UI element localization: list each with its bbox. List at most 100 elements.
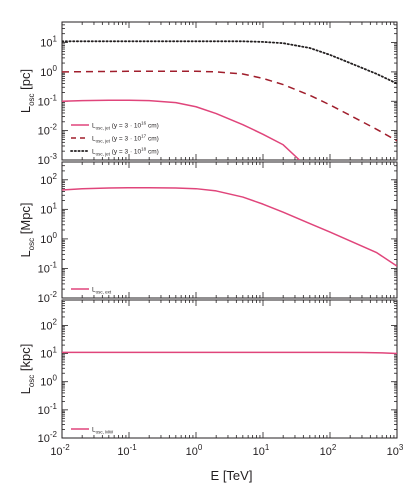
series-line-dotted bbox=[62, 40, 397, 85]
y-tick-base: 10 bbox=[40, 204, 52, 216]
legend-main: L bbox=[92, 136, 96, 143]
y-tick-exponent: 1 bbox=[53, 201, 58, 210]
y-tick-label: 10-2 bbox=[38, 290, 58, 305]
x-tick-label: 10-1 bbox=[117, 443, 137, 458]
x-tick-exponent: -1 bbox=[130, 443, 138, 452]
x-tick-exponent: 3 bbox=[399, 443, 404, 452]
x-tick-exponent: 0 bbox=[198, 443, 203, 452]
y-tick-base: 10 bbox=[40, 67, 52, 79]
y-tick-base: 10 bbox=[40, 234, 52, 246]
y-tick-exponent: -1 bbox=[50, 260, 58, 269]
y-tick-label: 10-1 bbox=[38, 260, 58, 275]
y-tick-label: 10-2 bbox=[38, 430, 58, 445]
series-line-solid bbox=[62, 186, 397, 267]
x-tick-label: 102 bbox=[320, 443, 337, 458]
legend-exp: 17 bbox=[141, 134, 147, 139]
plot-frame bbox=[61, 299, 398, 439]
y-tick-base: 10 bbox=[40, 349, 52, 361]
series-line-solid bbox=[62, 351, 397, 355]
x-tick-exponent: 2 bbox=[332, 443, 337, 452]
tick-marks bbox=[61, 161, 398, 299]
legend-main: L bbox=[92, 427, 96, 434]
plot-frame bbox=[61, 21, 398, 161]
y-tick-label: 101 bbox=[40, 201, 57, 216]
y-axis-label-main: L bbox=[18, 250, 33, 257]
x-tick-base: 10 bbox=[320, 446, 332, 458]
legend-label: Losc, ext bbox=[92, 287, 112, 295]
y-tick-label: 100 bbox=[40, 64, 57, 79]
y-tick-base: 10 bbox=[38, 293, 50, 305]
legend-end: cm) bbox=[146, 136, 159, 143]
y-tick-label: 101 bbox=[40, 35, 57, 50]
y-tick-exponent: 2 bbox=[53, 317, 58, 326]
y-tick-base: 10 bbox=[40, 38, 52, 50]
x-tick-base: 10 bbox=[253, 446, 265, 458]
legend-label: Losc, jet (y = 3 · 1016 cm) bbox=[92, 121, 159, 131]
legend-sub: osc, ext bbox=[96, 290, 112, 295]
plot-frame bbox=[61, 161, 398, 299]
legend-exp: 16 bbox=[141, 121, 147, 126]
y-tick-base: 10 bbox=[40, 175, 52, 187]
x-tick-label: 10-2 bbox=[50, 443, 70, 458]
y-tick-label: 10-1 bbox=[38, 93, 58, 108]
y-tick-exponent: 2 bbox=[53, 172, 58, 181]
y-tick-base: 10 bbox=[38, 96, 50, 108]
y-axis-label-unit: [pc] bbox=[18, 69, 33, 94]
y-axis-label: Losc [kpc] bbox=[18, 344, 36, 395]
legend-label: Losc, MW bbox=[92, 427, 114, 435]
y-tick-label: 102 bbox=[40, 317, 57, 332]
y-axis-label-sub: osc bbox=[27, 375, 36, 387]
legend-text: (y = 3 · 10 bbox=[110, 123, 142, 130]
y-axis-label-sub: osc bbox=[27, 93, 36, 105]
x-tick-base: 10 bbox=[50, 446, 62, 458]
x-tick-exponent: -2 bbox=[63, 443, 71, 452]
y-axis-label-sub: osc bbox=[27, 238, 36, 250]
y-tick-exponent: -2 bbox=[50, 290, 58, 299]
y-axis-label-main: L bbox=[18, 387, 33, 394]
y-tick-base: 10 bbox=[38, 263, 50, 275]
y-tick-exponent: -3 bbox=[50, 152, 58, 161]
y-tick-label: 10-1 bbox=[38, 402, 58, 417]
y-tick-label: 10-2 bbox=[38, 123, 58, 138]
y-tick-exponent: -1 bbox=[50, 93, 58, 102]
y-tick-exponent: 0 bbox=[53, 64, 58, 73]
y-tick-label: 101 bbox=[40, 346, 57, 361]
x-tick-label: 100 bbox=[186, 443, 203, 458]
series-line-dashed bbox=[62, 70, 397, 142]
y-tick-base: 10 bbox=[38, 126, 50, 138]
y-axis-label: Losc [pc] bbox=[18, 69, 36, 113]
legend-sub: osc, jet bbox=[96, 152, 111, 157]
legend-end: cm) bbox=[146, 123, 159, 130]
y-tick-label: 10-3 bbox=[38, 152, 58, 167]
legend-end: cm) bbox=[146, 149, 159, 156]
legend-label: Losc, jet (y = 3 · 1018 cm) bbox=[92, 147, 159, 157]
legend-main: L bbox=[92, 287, 96, 294]
legend-text: (y = 3 · 10 bbox=[110, 149, 142, 156]
legend-exp: 18 bbox=[141, 147, 147, 152]
y-tick-base: 10 bbox=[38, 405, 50, 417]
y-tick-label: 100 bbox=[40, 231, 57, 246]
tick-marks bbox=[61, 299, 398, 439]
x-tick-exponent: 1 bbox=[265, 443, 270, 452]
legend-label: Losc, jet (y = 3 · 1017 cm) bbox=[92, 134, 159, 144]
legend-main: L bbox=[92, 123, 96, 130]
y-tick-exponent: -2 bbox=[50, 123, 58, 132]
y-tick-base: 10 bbox=[40, 377, 52, 389]
x-axis-label: E [TeV] bbox=[211, 468, 253, 483]
y-axis-label-unit: [Mpc] bbox=[18, 202, 33, 237]
x-tick-base: 10 bbox=[186, 446, 198, 458]
y-tick-base: 10 bbox=[38, 433, 50, 445]
series-line-solid bbox=[62, 99, 300, 160]
x-tick-base: 10 bbox=[117, 446, 129, 458]
tick-marks bbox=[61, 21, 398, 161]
x-tick-label: 101 bbox=[253, 443, 270, 458]
legend-sub: osc, jet bbox=[96, 126, 111, 131]
y-tick-exponent: 1 bbox=[53, 35, 58, 44]
x-tick-base: 10 bbox=[387, 446, 399, 458]
x-tick-label: 103 bbox=[387, 443, 404, 458]
y-tick-exponent: 1 bbox=[53, 346, 58, 355]
y-tick-label: 102 bbox=[40, 172, 57, 187]
